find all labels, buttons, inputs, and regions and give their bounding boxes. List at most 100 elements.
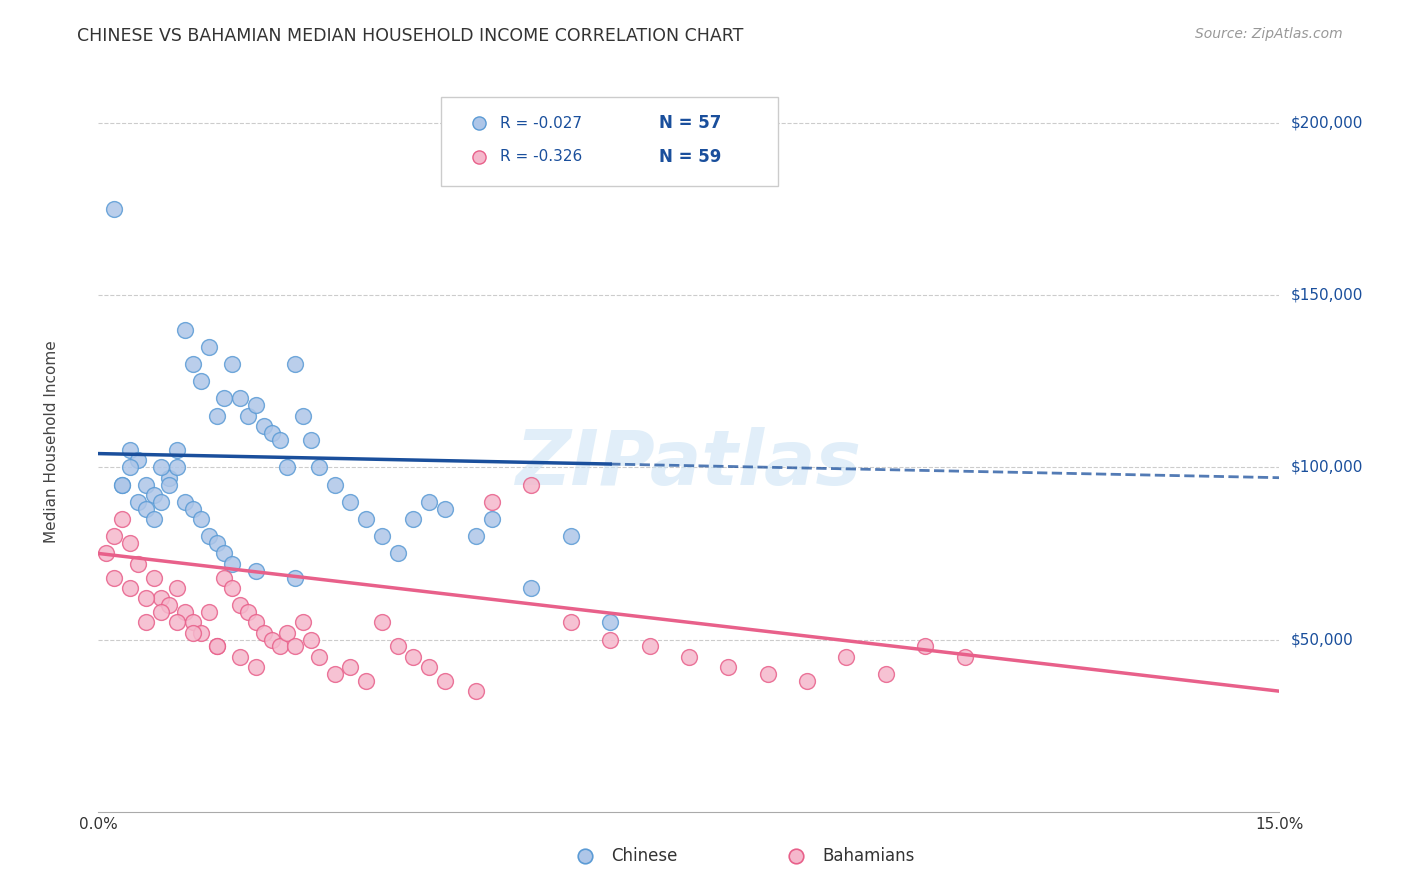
Point xyxy=(205,640,228,654)
Point xyxy=(520,581,543,595)
Point xyxy=(269,640,291,654)
Point xyxy=(181,357,204,371)
Point xyxy=(174,605,197,619)
Point xyxy=(717,660,740,674)
Point xyxy=(574,849,596,863)
Point xyxy=(166,460,188,475)
Text: ZIPatlas: ZIPatlas xyxy=(516,426,862,500)
Point xyxy=(166,443,188,458)
Point xyxy=(402,649,425,664)
Point xyxy=(157,477,180,491)
Point xyxy=(323,667,346,681)
Point xyxy=(796,673,818,688)
Point xyxy=(638,640,661,654)
Point xyxy=(260,632,283,647)
Point xyxy=(229,392,252,406)
Point xyxy=(756,667,779,681)
Point xyxy=(190,374,212,388)
Point xyxy=(433,501,456,516)
Point xyxy=(465,684,488,698)
Point xyxy=(157,471,180,485)
Point xyxy=(236,605,259,619)
Point xyxy=(284,357,307,371)
Point xyxy=(245,398,267,412)
Point xyxy=(214,546,236,560)
Point xyxy=(245,660,267,674)
Point xyxy=(221,581,243,595)
Point xyxy=(103,570,125,584)
Point xyxy=(181,615,204,630)
Point xyxy=(142,512,165,526)
Point xyxy=(135,615,157,630)
Point xyxy=(914,640,936,654)
Point xyxy=(387,546,409,560)
Point xyxy=(465,529,488,543)
Point xyxy=(418,495,440,509)
Point xyxy=(560,615,582,630)
Text: Chinese: Chinese xyxy=(612,847,678,865)
Point xyxy=(150,495,173,509)
Point xyxy=(276,625,298,640)
Point xyxy=(150,460,173,475)
Point xyxy=(253,625,276,640)
Text: Source: ZipAtlas.com: Source: ZipAtlas.com xyxy=(1195,27,1343,41)
Point xyxy=(292,615,315,630)
Point xyxy=(520,477,543,491)
Text: $50,000: $50,000 xyxy=(1291,632,1354,647)
FancyBboxPatch shape xyxy=(441,97,778,186)
Point xyxy=(284,640,307,654)
Point xyxy=(118,460,141,475)
Point xyxy=(197,529,219,543)
Point xyxy=(127,453,149,467)
Point xyxy=(339,495,361,509)
Point xyxy=(284,570,307,584)
Point xyxy=(953,649,976,664)
Point xyxy=(229,649,252,664)
Point xyxy=(174,323,197,337)
Point xyxy=(875,667,897,681)
Point xyxy=(205,536,228,550)
Point xyxy=(205,640,228,654)
Point xyxy=(190,625,212,640)
Point xyxy=(96,546,118,560)
Point xyxy=(354,673,377,688)
Text: R = -0.326: R = -0.326 xyxy=(501,149,582,164)
Point xyxy=(214,392,236,406)
Point xyxy=(253,419,276,434)
Point xyxy=(371,529,394,543)
Point xyxy=(174,495,197,509)
Point xyxy=(276,460,298,475)
Point xyxy=(157,598,180,612)
Point xyxy=(339,660,361,674)
Point xyxy=(166,581,188,595)
Point xyxy=(111,477,134,491)
Point xyxy=(197,340,219,354)
Point xyxy=(118,443,141,458)
Text: R = -0.027: R = -0.027 xyxy=(501,116,582,131)
Text: N = 59: N = 59 xyxy=(659,147,721,166)
Point xyxy=(190,512,212,526)
Point xyxy=(181,625,204,640)
Text: Median Household Income: Median Household Income xyxy=(44,340,59,543)
Point xyxy=(197,605,219,619)
Point xyxy=(142,570,165,584)
Point xyxy=(418,660,440,674)
Point xyxy=(245,615,267,630)
Point xyxy=(150,591,173,606)
Point xyxy=(481,512,503,526)
Point xyxy=(103,529,125,543)
Point xyxy=(229,598,252,612)
Point xyxy=(785,849,807,863)
Point xyxy=(214,570,236,584)
Point xyxy=(166,615,188,630)
Point xyxy=(678,649,700,664)
Point xyxy=(135,477,157,491)
Point xyxy=(299,433,322,447)
Point xyxy=(135,501,157,516)
Point xyxy=(221,557,243,571)
Point xyxy=(269,433,291,447)
Point xyxy=(221,357,243,371)
Point xyxy=(245,564,267,578)
Point xyxy=(118,536,141,550)
Point xyxy=(111,512,134,526)
